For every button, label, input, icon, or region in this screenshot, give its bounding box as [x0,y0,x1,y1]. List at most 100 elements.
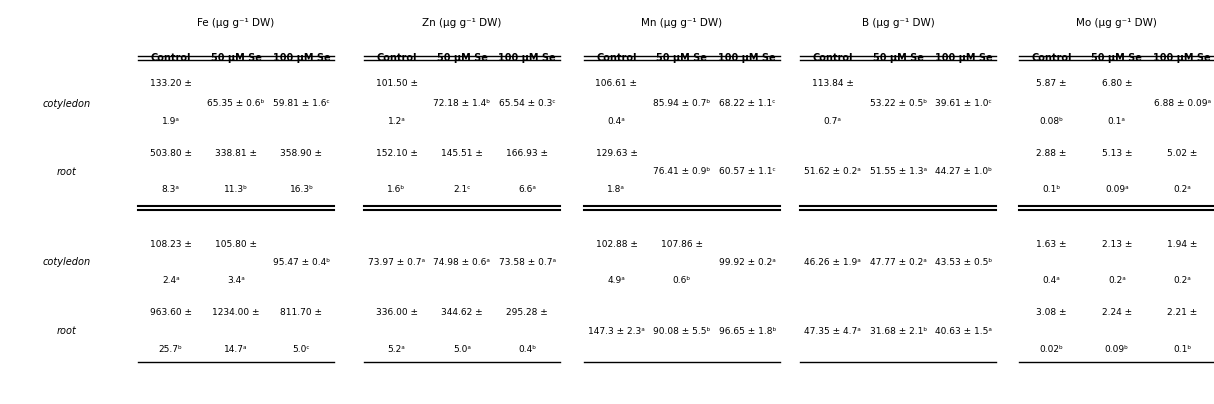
Text: 2.13 ±: 2.13 ± [1101,240,1131,248]
Text: 31.68 ± 2.1ᵇ: 31.68 ± 2.1ᵇ [869,327,926,336]
Text: 152.10 ±: 152.10 ± [375,149,418,158]
Text: cotyledon: cotyledon [42,257,91,267]
Text: 4.9ᵃ: 4.9ᵃ [607,276,625,285]
Text: 2.4ᵃ: 2.4ᵃ [161,276,180,285]
Text: 39.61 ± 1.0ᶜ: 39.61 ± 1.0ᶜ [935,99,992,108]
Text: Zn (µg g⁻¹ DW): Zn (µg g⁻¹ DW) [422,19,501,28]
Text: 0.4ᵃ: 0.4ᵃ [1043,276,1060,285]
Text: 0.1ᵇ: 0.1ᵇ [1173,345,1191,354]
Text: 95.47 ± 0.4ᵇ: 95.47 ± 0.4ᵇ [273,258,330,267]
Text: 147.3 ± 2.3ᵃ: 147.3 ± 2.3ᵃ [588,327,645,336]
Text: 106.61 ±: 106.61 ± [595,79,637,88]
Text: 0.4ᵃ: 0.4ᵃ [607,117,625,126]
Text: Control: Control [596,53,636,63]
Text: 44.27 ± 1.0ᵇ: 44.27 ± 1.0ᵇ [935,167,992,177]
Text: 133.20 ±: 133.20 ± [149,79,192,88]
Text: 102.88 ±: 102.88 ± [596,240,637,248]
Text: 503.80 ±: 503.80 ± [149,149,192,158]
Text: 0.2ᵃ: 0.2ᵃ [1173,276,1191,285]
Text: 0.1ᵃ: 0.1ᵃ [1108,117,1125,126]
Text: 0.09ᵃ: 0.09ᵃ [1105,185,1129,194]
Text: 129.63 ±: 129.63 ± [596,149,637,158]
Text: 43.53 ± 0.5ᵇ: 43.53 ± 0.5ᵇ [935,258,992,267]
Text: 50 µM Se: 50 µM Se [437,53,487,63]
Text: 113.84 ±: 113.84 ± [812,79,853,88]
Text: 0.6ᵇ: 0.6ᵇ [673,276,691,285]
Text: 2.1ᶜ: 2.1ᶜ [453,185,471,194]
Text: cotyledon: cotyledon [42,99,91,109]
Text: 90.08 ± 5.5ᵇ: 90.08 ± 5.5ᵇ [653,327,710,336]
Text: 338.81 ±: 338.81 ± [215,149,257,158]
Text: 963.60 ±: 963.60 ± [149,308,192,317]
Text: 5.02 ±: 5.02 ± [1167,149,1197,158]
Text: 1.2ᵃ: 1.2ᵃ [387,117,405,126]
Text: 1.94 ±: 1.94 ± [1167,240,1197,248]
Text: 3.4ᵃ: 3.4ᵃ [227,276,245,285]
Text: 25.7ᵇ: 25.7ᵇ [159,345,182,354]
Text: 5.87 ±: 5.87 ± [1037,79,1067,88]
Text: 100 µM Se: 100 µM Se [935,53,992,63]
Text: 99.92 ± 0.2ᵃ: 99.92 ± 0.2ᵃ [719,258,776,267]
Text: 16.3ᵇ: 16.3ᵇ [289,185,313,194]
Text: 76.41 ± 0.9ᵇ: 76.41 ± 0.9ᵇ [653,167,710,177]
Text: 8.3ᵃ: 8.3ᵃ [161,185,180,194]
Text: 0.2ᵃ: 0.2ᵃ [1108,276,1125,285]
Text: root: root [57,326,76,336]
Text: 72.18 ± 1.4ᵇ: 72.18 ± 1.4ᵇ [433,99,490,108]
Text: 145.51 ±: 145.51 ± [441,149,483,158]
Text: 100 µM Se: 100 µM Se [1153,53,1212,63]
Text: 6.6ᵃ: 6.6ᵃ [518,185,537,194]
Text: 5.0ᶜ: 5.0ᶜ [293,345,311,354]
Text: 5.2ᵃ: 5.2ᵃ [387,345,405,354]
Text: 0.02ᵇ: 0.02ᵇ [1039,345,1063,354]
Text: 5.13 ±: 5.13 ± [1101,149,1133,158]
Text: 96.65 ± 1.8ᵇ: 96.65 ± 1.8ᵇ [719,327,776,336]
Text: 1.9ᵃ: 1.9ᵃ [161,117,180,126]
Text: 74.98 ± 0.6ᵃ: 74.98 ± 0.6ᵃ [433,258,490,267]
Text: 295.28 ±: 295.28 ± [506,308,549,317]
Text: Mn (µg g⁻¹ DW): Mn (µg g⁻¹ DW) [641,19,722,28]
Text: 53.22 ± 0.5ᵇ: 53.22 ± 0.5ᵇ [869,99,926,108]
Text: 47.77 ± 0.2ᵃ: 47.77 ± 0.2ᵃ [869,258,926,267]
Text: 1.63 ±: 1.63 ± [1037,240,1067,248]
Text: 1.8ᵃ: 1.8ᵃ [607,185,625,194]
Text: 60.57 ± 1.1ᶜ: 60.57 ± 1.1ᶜ [719,167,776,177]
Text: 1.6ᵇ: 1.6ᵇ [387,185,405,194]
Text: 47.35 ± 4.7ᵃ: 47.35 ± 4.7ᵃ [805,327,861,336]
Text: 59.81 ± 1.6ᶜ: 59.81 ± 1.6ᶜ [273,99,330,108]
Text: 0.7ᵃ: 0.7ᵃ [824,117,841,126]
Text: root: root [57,167,76,177]
Text: 65.35 ± 0.6ᵇ: 65.35 ± 0.6ᵇ [208,99,265,108]
Text: 51.62 ± 0.2ᵃ: 51.62 ± 0.2ᵃ [805,167,861,177]
Text: 0.4ᵇ: 0.4ᵇ [518,345,537,354]
Text: Control: Control [151,53,191,63]
Text: 14.7ᵃ: 14.7ᵃ [225,345,248,354]
Text: 68.22 ± 1.1ᶜ: 68.22 ± 1.1ᶜ [719,99,776,108]
Text: 50 µM Se: 50 µM Se [657,53,708,63]
Text: 46.26 ± 1.9ᵃ: 46.26 ± 1.9ᵃ [805,258,861,267]
Text: 0.09ᵇ: 0.09ᵇ [1105,345,1129,354]
Text: 811.70 ±: 811.70 ± [280,308,323,317]
Text: 6.80 ±: 6.80 ± [1101,79,1133,88]
Text: 1234.00 ±: 1234.00 ± [212,308,260,317]
Text: 50 µM Se: 50 µM Se [1091,53,1142,63]
Text: 11.3ᵇ: 11.3ᵇ [225,185,248,194]
Text: 2.21 ±: 2.21 ± [1167,308,1197,317]
Text: 101.50 ±: 101.50 ± [375,79,418,88]
Text: 2.24 ±: 2.24 ± [1102,308,1131,317]
Text: 51.55 ± 1.3ᵃ: 51.55 ± 1.3ᵃ [869,167,926,177]
Text: 65.54 ± 0.3ᶜ: 65.54 ± 0.3ᶜ [499,99,556,108]
Text: 105.80 ±: 105.80 ± [215,240,257,248]
Text: 0.2ᵃ: 0.2ᵃ [1173,185,1191,194]
Text: 344.62 ±: 344.62 ± [441,308,483,317]
Text: 85.94 ± 0.7ᵇ: 85.94 ± 0.7ᵇ [653,99,710,108]
Text: Fe (µg g⁻¹ DW): Fe (µg g⁻¹ DW) [198,19,274,28]
Text: 0.08ᵇ: 0.08ᵇ [1039,117,1063,126]
Text: 336.00 ±: 336.00 ± [375,308,418,317]
Text: Control: Control [376,53,416,63]
Text: 100 µM Se: 100 µM Se [499,53,556,63]
Text: 73.58 ± 0.7ᵃ: 73.58 ± 0.7ᵃ [499,258,556,267]
Text: 100 µM Se: 100 µM Se [273,53,330,63]
Text: Control: Control [1031,53,1072,63]
Text: Mo (µg g⁻¹ DW): Mo (µg g⁻¹ DW) [1077,19,1157,28]
